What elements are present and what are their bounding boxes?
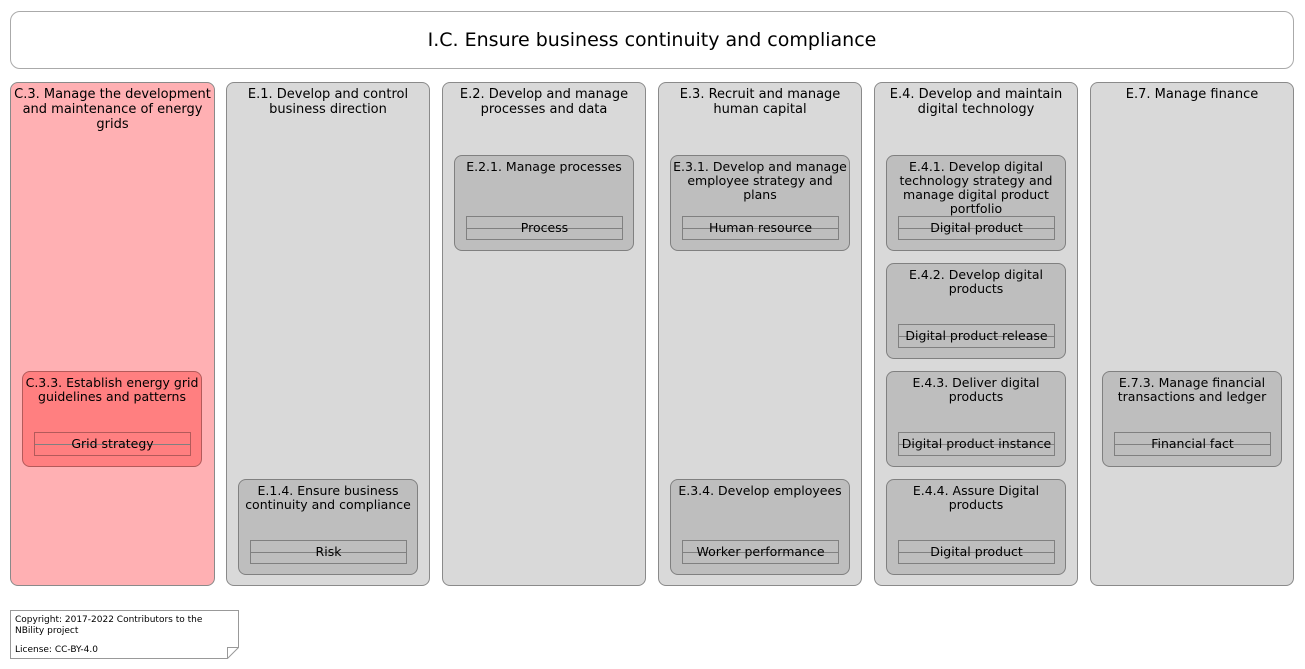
- entity-box: Financial fact: [1114, 432, 1271, 456]
- capability-title: E.4.4. Assure Digital products: [912, 483, 1040, 512]
- column-e2: E.2. Develop and manage processes and da…: [442, 82, 646, 586]
- column-e4: E.4. Develop and maintain digital techno…: [874, 82, 1078, 586]
- column-title: E.7. Manage finance: [1125, 87, 1259, 102]
- entity-box: Process: [466, 216, 623, 240]
- diagram-title: I.C. Ensure business continuity and comp…: [10, 11, 1294, 69]
- capability-box-c33: C.3.3. Establish energy grid guidelines …: [22, 371, 202, 467]
- column-title: E.2. Develop and manage processes and da…: [459, 87, 629, 117]
- column-title: C.3. Manage the development and maintena…: [14, 87, 211, 132]
- capability-title: E.7.3. Manage financial transactions and…: [1117, 375, 1267, 404]
- column-title: E.4. Develop and maintain digital techno…: [889, 87, 1063, 117]
- entity-box: Risk: [250, 540, 407, 564]
- entity-box: Digital product: [898, 216, 1055, 240]
- capability-box-e44: E.4.4. Assure Digital products Digital p…: [886, 479, 1066, 575]
- column-e1: E.1. Develop and control business direct…: [226, 82, 430, 586]
- capability-title: E.1.4. Ensure business continuity and co…: [245, 483, 411, 512]
- capability-box-e31: E.3.1. Develop and manage employee strat…: [670, 155, 850, 251]
- capability-title: E.4.1. Develop digital technology strate…: [899, 159, 1053, 216]
- capability-title: E.4.2. Develop digital products: [909, 267, 1043, 296]
- column-title: E.3. Recruit and manage human capital: [679, 87, 841, 117]
- capability-title: E.4.3. Deliver digital products: [912, 375, 1040, 404]
- column-title: E.1. Develop and control business direct…: [247, 87, 409, 117]
- capability-box-e34: E.3.4. Develop employees Worker performa…: [670, 479, 850, 575]
- capability-box-e73: E.7.3. Manage financial transactions and…: [1102, 371, 1282, 467]
- capability-box-e41: E.4.1. Develop digital technology strate…: [886, 155, 1066, 251]
- license-text: License: CC-BY-4.0: [15, 645, 98, 655]
- copyright-text: Copyright: 2017-2022 Contributors to the…: [15, 615, 203, 636]
- capability-title: E.3.1. Develop and manage employee strat…: [673, 159, 847, 202]
- capability-box-e14: E.1.4. Ensure business continuity and co…: [238, 479, 418, 575]
- note-shape: [10, 610, 239, 659]
- column-e7: E.7. Manage finance E.7.3. Manage financ…: [1090, 82, 1294, 586]
- column-c3: C.3. Manage the development and maintena…: [10, 82, 215, 586]
- capability-box-e21: E.2.1. Manage processes Process: [454, 155, 634, 251]
- capability-title: E.3.4. Develop employees: [678, 483, 842, 498]
- entity-box: Grid strategy: [34, 432, 191, 456]
- capability-title: C.3.3. Establish energy grid guidelines …: [25, 375, 199, 404]
- column-e3: E.3. Recruit and manage human capital E.…: [658, 82, 862, 586]
- entity-box: Digital product instance: [898, 432, 1055, 456]
- capability-title: E.2.1. Manage processes: [466, 159, 622, 174]
- diagram-title-text: I.C. Ensure business continuity and comp…: [427, 29, 877, 51]
- entity-box: Worker performance: [682, 540, 839, 564]
- copyright-note: Copyright: 2017-2022 Contributors to the…: [10, 610, 239, 659]
- entity-box: Human resource: [682, 216, 839, 240]
- entity-box: Digital product: [898, 540, 1055, 564]
- entity-box: Digital product release: [898, 324, 1055, 348]
- capability-box-e43: E.4.3. Deliver digital products Digital …: [886, 371, 1066, 467]
- capability-box-e42: E.4.2. Develop digital products Digital …: [886, 263, 1066, 359]
